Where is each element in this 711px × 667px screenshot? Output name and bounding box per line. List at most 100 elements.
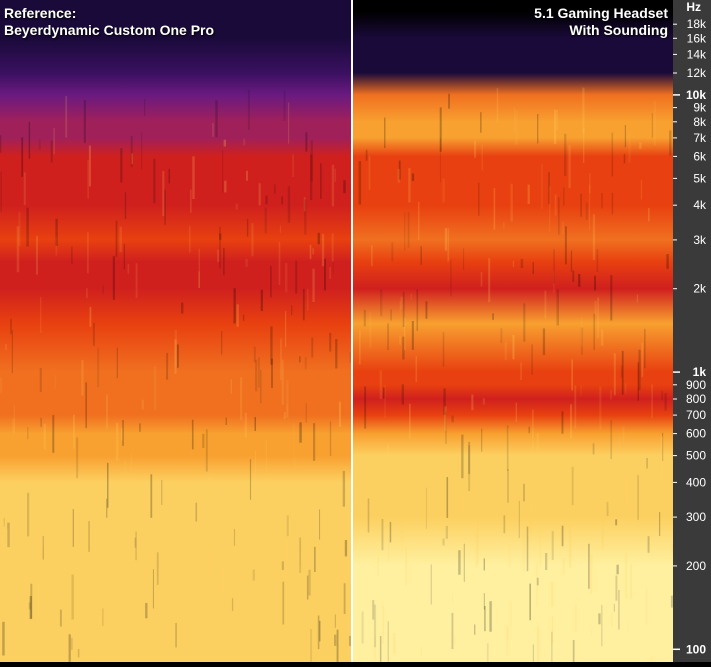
spectral-streak — [38, 139, 41, 151]
spectral-streak — [299, 565, 301, 584]
spectral-streak — [65, 96, 68, 138]
spectral-streak — [380, 289, 383, 317]
spectral-streak — [474, 624, 476, 635]
spectral-streak — [613, 353, 616, 396]
spectral-streak — [399, 301, 401, 314]
spectral-streak — [508, 543, 511, 569]
spectral-streak — [418, 201, 420, 241]
spectral-streak — [292, 154, 294, 177]
spectral-streak — [361, 611, 364, 644]
spectral-streak — [556, 110, 558, 131]
spectral-streak — [299, 422, 302, 443]
spectral-streak — [536, 433, 539, 454]
spectral-streak — [520, 259, 524, 269]
spectral-streak — [611, 192, 614, 215]
spectral-streak — [121, 428, 123, 441]
left-panel-title-line-2: Beyerdynamic Custom One Pro — [4, 22, 215, 38]
spectral-streak — [480, 271, 483, 287]
spectral-streak — [451, 594, 453, 604]
spectral-streak — [620, 365, 623, 378]
spectral-streak — [313, 423, 316, 461]
spectral-streak — [283, 90, 286, 121]
spectral-streak — [574, 385, 577, 429]
spectral-streak — [189, 576, 191, 606]
spectral-streak — [331, 164, 335, 207]
spectral-streak — [601, 192, 603, 209]
spectral-streak — [400, 519, 404, 553]
spectral-streak — [305, 132, 308, 152]
spectral-streak — [260, 289, 263, 311]
spectral-streak — [606, 501, 609, 517]
spectral-streak — [285, 538, 288, 581]
spectrogram-panels — [0, 0, 674, 667]
spectral-streak — [365, 149, 368, 161]
spectral-streak — [640, 179, 643, 200]
spectral-streak — [279, 225, 281, 233]
spectral-streak — [384, 384, 386, 418]
spectral-streak — [223, 247, 225, 276]
spectral-streak — [451, 612, 454, 650]
spectral-streak — [27, 427, 29, 440]
spectral-streak — [112, 256, 115, 300]
spectral-streak — [97, 347, 100, 388]
spectral-streak — [300, 553, 302, 599]
spectral-streak — [281, 196, 283, 205]
left-panel-title: Reference: Beyerdynamic Custom One Pro — [4, 5, 214, 39]
spectral-streak — [219, 226, 221, 269]
spectral-streak — [372, 600, 375, 620]
spectral-streak — [111, 494, 113, 504]
spectral-streak — [387, 621, 389, 662]
spectral-streak — [664, 393, 667, 411]
tick-label-200: 200 — [686, 559, 706, 573]
spectral-streak — [270, 326, 273, 365]
spectral-streak — [141, 132, 143, 170]
spectral-streak — [195, 502, 198, 522]
spectral-streak — [70, 637, 73, 650]
spectral-streak — [285, 311, 287, 348]
spectral-streak — [28, 121, 31, 159]
spectral-streak — [13, 580, 15, 591]
spectral-streak — [233, 288, 236, 324]
spectral-streak — [507, 469, 509, 503]
spectral-streak — [622, 425, 625, 444]
spectral-streak — [409, 403, 411, 439]
frequency-axis-panel — [673, 0, 711, 662]
spectral-streak — [616, 564, 619, 575]
spectral-streak — [123, 243, 125, 270]
spectral-streak — [526, 526, 529, 572]
spectral-streak — [548, 172, 550, 205]
spectral-streak — [551, 581, 554, 607]
spectral-streak — [54, 375, 57, 389]
right-panel-title: 5.1 Gaming Headset With Sounding — [534, 5, 668, 39]
spectral-streak — [407, 212, 410, 248]
spectral-streak — [510, 601, 512, 627]
spectral-streak — [474, 140, 477, 158]
spectral-streak — [444, 406, 447, 431]
spectral-streak — [445, 411, 447, 444]
spectrogram-texture — [0, 90, 352, 667]
spectral-streak — [181, 302, 184, 314]
spectral-streak — [669, 130, 672, 156]
spectral-streak — [383, 387, 385, 399]
spectral-streak — [536, 562, 538, 608]
spectral-streak — [55, 218, 58, 246]
spectral-streak — [599, 386, 602, 431]
spectral-streak — [488, 258, 491, 303]
spectral-streak — [174, 339, 177, 374]
spectral-streak — [206, 510, 209, 553]
spectral-streak — [221, 330, 223, 355]
spectral-streak — [607, 463, 610, 508]
spectral-streak — [564, 226, 567, 265]
spectral-streak — [486, 643, 489, 665]
spectral-streak — [102, 608, 104, 626]
spectral-streak — [349, 351, 352, 363]
spectral-streak — [454, 636, 456, 646]
spectral-streak — [367, 498, 370, 533]
spectral-streak — [29, 596, 32, 620]
spectral-streak — [166, 353, 169, 380]
spectral-streak — [252, 569, 255, 581]
tick-label-8k: 8k — [693, 115, 707, 129]
spectral-streak — [243, 138, 246, 146]
spectrogram-panel-reference — [0, 0, 352, 667]
